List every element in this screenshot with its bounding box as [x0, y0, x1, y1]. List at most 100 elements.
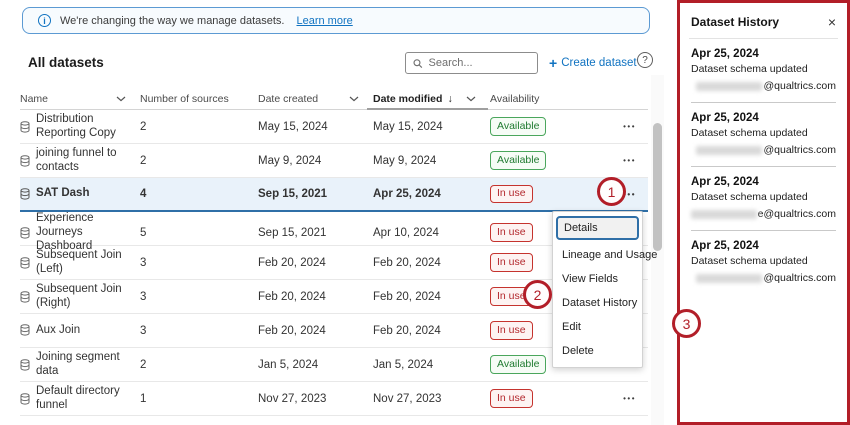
dataset-modified: Apr 25, 2024	[373, 188, 441, 200]
dataset-modified: May 15, 2024	[373, 120, 443, 133]
page-title: All datasets	[28, 55, 104, 70]
dataset-created: Feb 20, 2024	[258, 290, 326, 303]
menu-item-lineage-and-usage[interactable]: Lineage and Usage	[562, 249, 658, 261]
dataset-icon	[20, 226, 30, 239]
dataset-created: May 15, 2024	[258, 120, 328, 133]
dataset-sources: 2	[140, 120, 147, 133]
status-badge: In use	[490, 223, 533, 242]
menu-item-edit[interactable]: Edit	[562, 321, 581, 333]
row-actions-menu-icon[interactable]: •••	[623, 122, 636, 131]
status-badge: Available	[490, 355, 547, 374]
search-icon	[413, 58, 423, 68]
help-button[interactable]: ?	[637, 52, 653, 68]
status-badge: In use	[490, 389, 533, 408]
dataset-created: Feb 20, 2024	[258, 324, 326, 337]
create-dataset-label: Create dataset	[561, 57, 637, 69]
column-header-created[interactable]: Date created	[258, 93, 373, 105]
menu-item-delete[interactable]: Delete	[562, 345, 594, 357]
chevron-down-icon[interactable]	[349, 96, 359, 102]
email-suffix: e@qualtrics.com	[757, 208, 836, 220]
table-row[interactable]: Distribution Reporting Copy 2 May 15, 20…	[20, 110, 648, 144]
email-suffix: @qualtrics.com	[763, 80, 836, 92]
dataset-name: Distribution Reporting Copy	[36, 112, 116, 139]
dataset-created: Feb 20, 2024	[258, 256, 326, 269]
dataset-created: Sep 15, 2021	[258, 188, 328, 200]
dataset-modified: Feb 20, 2024	[373, 256, 441, 269]
dataset-icon	[20, 324, 30, 337]
entry-description: Dataset schema updated	[691, 191, 808, 203]
entry-date: Apr 25, 2024	[691, 176, 759, 188]
column-header-modified[interactable]: Date modified ↓	[373, 93, 490, 105]
sort-descending-icon: ↓	[447, 92, 453, 105]
dataset-sources: 3	[140, 290, 147, 303]
column-header-name[interactable]: Name	[20, 93, 140, 105]
menu-item-view-fields[interactable]: View Fields	[562, 273, 619, 285]
entry-description: Dataset schema updated	[691, 255, 808, 267]
table-row[interactable]: Aux Join 3 Feb 20, 2024 Feb 20, 2024 In …	[20, 314, 648, 348]
history-entry: Apr 25, 2024 Dataset schema updated @qua…	[691, 39, 836, 103]
status-badge: In use	[490, 287, 533, 306]
panel-title: Dataset History	[691, 15, 780, 29]
dataset-icon	[20, 392, 30, 405]
active-sort-underline	[367, 108, 488, 110]
status-badge: In use	[490, 253, 533, 272]
dataset-name: Default directory funnel	[36, 384, 120, 411]
dataset-icon	[20, 154, 30, 167]
dataset-icon	[20, 120, 30, 133]
column-header-sources[interactable]: Number of sources	[140, 92, 229, 105]
table-row[interactable]: Default directory funnel 1 Nov 27, 2023 …	[20, 382, 648, 416]
dataset-name: Experience Journeys Dashboard	[36, 212, 94, 252]
row-context-menu: Details Lineage and Usage View Fields Da…	[552, 211, 658, 368]
email-suffix: @qualtrics.com	[763, 272, 836, 284]
banner-message: We're changing the way we manage dataset…	[60, 14, 285, 27]
dataset-created: Sep 15, 2021	[258, 226, 327, 239]
dataset-modified: May 9, 2024	[373, 154, 437, 167]
table-row[interactable]: Subsequent Join (Left) 3 Feb 20, 2024 Fe…	[20, 246, 648, 280]
dataset-modified: Nov 27, 2023	[373, 392, 442, 405]
dataset-sources: 5	[140, 226, 147, 239]
dataset-created: May 9, 2024	[258, 154, 322, 167]
row-actions-menu-icon[interactable]: •••	[623, 156, 636, 165]
history-entry: Apr 25, 2024 Dataset schema updated @qua…	[691, 231, 836, 294]
dataset-sources: 2	[140, 358, 147, 371]
search-box[interactable]	[405, 52, 538, 74]
column-header-availability: Availability	[490, 92, 540, 105]
announcement-banner: i We're changing the way we manage datas…	[22, 7, 650, 34]
dataset-modified: Jan 5, 2024	[373, 358, 434, 371]
create-dataset-button[interactable]: + Create dataset	[549, 56, 637, 70]
chevron-down-icon[interactable]	[116, 96, 126, 102]
table-row[interactable]: Experience Journeys Dashboard 5 Sep 15, …	[20, 212, 648, 252]
divider	[689, 38, 838, 39]
table-row[interactable]: joining funnel to contacts 2 May 9, 2024…	[20, 144, 648, 178]
status-badge: Available	[490, 117, 547, 136]
dataset-sources: 3	[140, 324, 147, 337]
redacted-email	[691, 209, 757, 219]
row-actions-menu-icon[interactable]: •••	[623, 189, 636, 199]
dataset-modified: Feb 20, 2024	[373, 290, 441, 303]
row-actions-menu-icon[interactable]: •••	[623, 394, 636, 403]
redacted-email	[696, 145, 763, 155]
chevron-down-icon[interactable]	[466, 96, 476, 102]
dataset-name: SAT Dash	[36, 187, 90, 200]
annotation-circle-3: 3	[672, 309, 701, 338]
status-badge: In use	[490, 184, 533, 204]
table-row-selected[interactable]: SAT Dash 4 Sep 15, 2021 Apr 25, 2024 In …	[20, 178, 648, 212]
entry-description: Dataset schema updated	[691, 127, 808, 139]
dataset-icon	[20, 290, 30, 303]
plus-icon: +	[549, 55, 558, 71]
vertical-scrollbar-thumb[interactable]	[653, 123, 662, 251]
dataset-name: Aux Join	[36, 323, 81, 336]
learn-more-link[interactable]: Learn more	[296, 14, 353, 27]
close-icon[interactable]: ×	[827, 14, 836, 30]
history-entry: Apr 25, 2024 Dataset schema updated @qua…	[691, 103, 836, 167]
menu-item-dataset-history[interactable]: Dataset History	[562, 297, 638, 309]
dataset-created: Jan 5, 2024	[258, 358, 319, 371]
search-input[interactable]	[428, 57, 530, 69]
redacted-email	[696, 273, 763, 283]
dataset-sources: 3	[140, 256, 147, 269]
info-icon: i	[38, 14, 51, 27]
dataset-icon	[20, 188, 30, 200]
datasets-table: Name Number of sources Date created Date…	[20, 88, 648, 416]
menu-item-details[interactable]: Details	[556, 216, 639, 240]
table-row[interactable]: Joining segment data 2 Jan 5, 2024 Jan 5…	[20, 348, 648, 382]
